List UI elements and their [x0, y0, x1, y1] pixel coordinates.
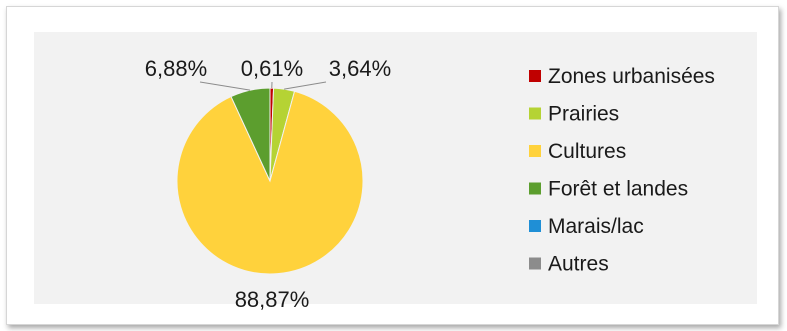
data-label: 0,61% — [241, 56, 303, 81]
chart-frame — [6, 6, 779, 325]
data-label: 88,87% — [235, 287, 310, 312]
legend-swatch — [529, 220, 541, 232]
legend-label: Zones urbanisées — [548, 65, 715, 88]
legend-swatch — [529, 70, 541, 82]
data-label: 6,88% — [145, 56, 207, 81]
legend-swatch — [529, 182, 541, 195]
leader-line — [199, 81, 251, 91]
data-label: 3,64% — [329, 56, 391, 81]
pie-slice-cultures — [176, 90, 364, 275]
legend-swatch — [529, 145, 541, 157]
legend-label: Cultures — [548, 140, 626, 163]
legend-label: Prairies — [548, 103, 619, 126]
leader-lines — [199, 81, 327, 91]
plot-area — [34, 32, 757, 304]
legend: Zones urbanisées Prairies Cultures Forêt et… — [529, 65, 715, 276]
pie-slices — [176, 87, 364, 275]
legend-label: Forêt et landes — [548, 178, 688, 201]
legend-label: Marais/lac — [548, 215, 644, 238]
legend-swatch — [529, 107, 541, 120]
leader-line — [284, 81, 327, 90]
data-labels: 0,61% 3,64% 88,87% 6,88% — [145, 56, 391, 312]
legend-label: Autres — [548, 253, 609, 276]
legend-swatch — [529, 257, 541, 270]
